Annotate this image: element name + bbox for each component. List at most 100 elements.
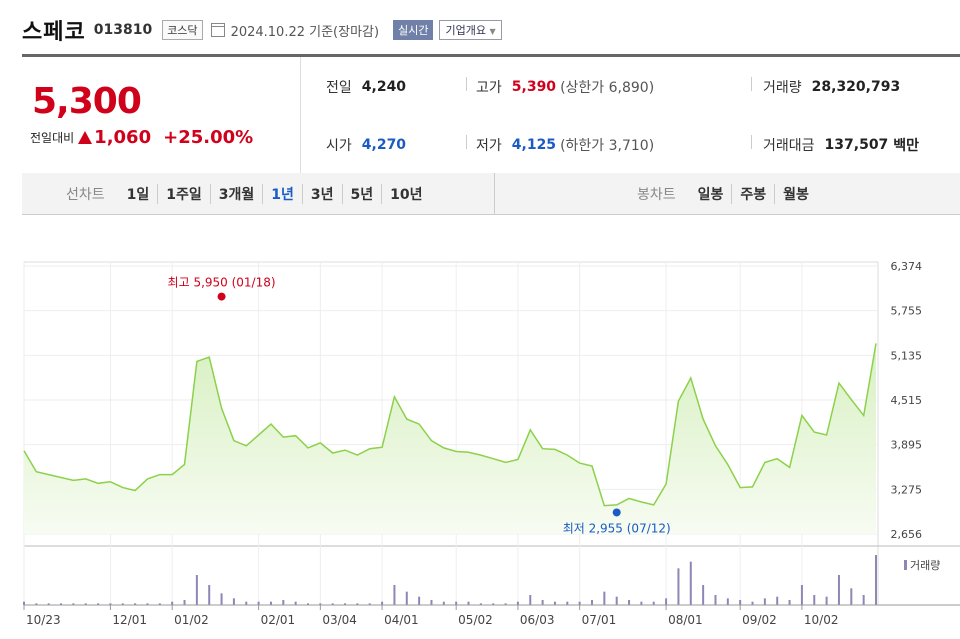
y-tick-label: 4,515 (891, 394, 923, 407)
current-price: 5,300 (32, 81, 142, 122)
volume-bar (776, 596, 779, 605)
volume-bar (455, 601, 458, 605)
market-badge: 코스닥 (162, 20, 203, 40)
volume-bar (702, 585, 705, 605)
volume-bar (529, 595, 532, 605)
x-tick-label: 02/01 (261, 613, 296, 627)
volume-bar (146, 603, 149, 605)
realtime-button[interactable]: 실시간 (393, 20, 434, 40)
volume-legend-swatch (904, 560, 907, 570)
price-box: 5,300 전일대비 1,060 +25.00% (22, 57, 301, 173)
base-date: 2024.10.22 기준(장마감) (230, 24, 380, 40)
volume-bar (566, 601, 569, 605)
stat-high: 고가 5,390 (상한가 6,890) (476, 77, 654, 97)
x-tick-label: 10/23 (26, 613, 61, 627)
stock-code: 013810 (93, 22, 153, 38)
line-period-0[interactable]: 1일 (126, 186, 150, 203)
line-period-6[interactable]: 10년 (381, 183, 430, 204)
volume-bar (47, 603, 50, 605)
line-period-3[interactable]: 1년 (262, 183, 302, 204)
open-label: 시가 (326, 138, 352, 154)
high-label: 최고 5,950 (01/18) (168, 276, 276, 290)
volume-bar (714, 595, 717, 605)
calendar-icon (210, 23, 225, 37)
volume-bar (763, 598, 766, 605)
company-overview-label: 기업개요 (445, 24, 486, 37)
volume-bar (60, 603, 63, 605)
low-label: 최저 2,955 (07/12) (563, 521, 671, 535)
volume-bar (850, 588, 853, 605)
candle-chart-label: 봉차트 (637, 186, 676, 203)
volume-bar (726, 598, 729, 605)
price-chart: 6,374 5,755 5,135 4,515 3,895 3,275 2,656 10/23… (23, 260, 960, 627)
line-period-4[interactable]: 3년 (301, 183, 342, 204)
volume-bar (368, 603, 371, 605)
volume-bar (615, 596, 618, 605)
line-period-5[interactable]: 5년 (341, 183, 382, 204)
volume-bar (195, 575, 198, 605)
volume-label: 거래량 (763, 80, 802, 96)
y-tick-label: 3,275 (891, 483, 923, 496)
high-value: 5,390 (511, 79, 557, 95)
candle-period-0[interactable]: 일봉 (697, 186, 724, 203)
amount-label: 거래대금 (763, 138, 815, 154)
volume-bar (516, 601, 519, 605)
volume-bar (875, 555, 877, 605)
stat-open: 시가 4,270 (326, 135, 406, 155)
high-label: 고가 (476, 80, 502, 96)
x-tick-label: 03/04 (322, 613, 357, 627)
volume-bar (541, 600, 544, 605)
volume-bar (825, 596, 828, 605)
volume-bar (183, 600, 186, 605)
low-label: 저가 (476, 138, 502, 154)
volume-bar (72, 603, 75, 605)
upper-limit: (상한가 6,890) (560, 80, 655, 96)
chevron-down-icon: ▼ (489, 27, 496, 36)
amount-unit: 백만 (893, 138, 920, 154)
volume-bar (504, 603, 507, 605)
chart-tabbar: 선차트 1일 1주일 3개월 1년 3년 5년 10년 봉차트 일봉 주봉 월봉 (22, 173, 960, 215)
volume-bar (121, 603, 124, 605)
y-tick-label: 6,374 (891, 260, 923, 273)
line-chart-tabs: 선차트 1일 1주일 3개월 1년 3년 5년 10년 (66, 173, 431, 214)
volume-bar (282, 600, 285, 605)
change-amount: 1,060 (94, 127, 152, 148)
company-overview-dropdown[interactable]: 기업개요 ▼ (439, 20, 502, 40)
stat-volume: 거래량 28,320,793 (763, 77, 900, 97)
volume-bar (430, 600, 433, 605)
stock-header: 스페코 013810 코스닥 2024.10.22 기준(장마감) 실시간 기업… (22, 12, 502, 48)
volume-bar (578, 601, 581, 605)
candle-chart-tabs: 봉차트 일봉 주봉 월봉 (637, 173, 817, 214)
stock-name: 스페코 (22, 20, 86, 45)
volume-bar (134, 603, 137, 605)
volume-bar (269, 601, 272, 605)
line-chart-label: 선차트 (66, 186, 105, 203)
chart-frame (23, 261, 879, 606)
volume-bar (97, 603, 100, 605)
volume-bar (739, 600, 742, 605)
change-percent: +25.00% (163, 127, 254, 148)
stat-prev-close: 전일 4,240 (326, 77, 406, 97)
volume-bar (294, 601, 297, 605)
up-arrow-icon (78, 131, 93, 144)
volume-bar (331, 603, 334, 605)
high-marker (217, 292, 226, 301)
volume-value: 28,320,793 (811, 79, 901, 95)
stat-low: 저가 4,125 (하한가 3,710) (476, 135, 654, 155)
volume-bar (356, 603, 359, 605)
y-tick-label: 5,755 (891, 305, 923, 318)
volume-bar (813, 595, 816, 605)
open-value: 4,270 (361, 137, 407, 153)
x-tick-label: 09/02 (742, 613, 777, 627)
line-period-1[interactable]: 1주일 (157, 183, 210, 204)
volume-bar (307, 603, 309, 605)
candle-period-1[interactable]: 주봉 (731, 183, 774, 204)
volume-bar (665, 598, 668, 605)
volume-bar (492, 603, 495, 605)
volume-bar (479, 603, 482, 605)
candle-period-2[interactable]: 월봉 (774, 183, 817, 204)
line-period-2[interactable]: 3개월 (209, 183, 263, 204)
volume-bar (640, 601, 643, 605)
y-tick-label: 2,656 (891, 528, 923, 541)
x-tick-label: 01/02 (174, 613, 209, 627)
